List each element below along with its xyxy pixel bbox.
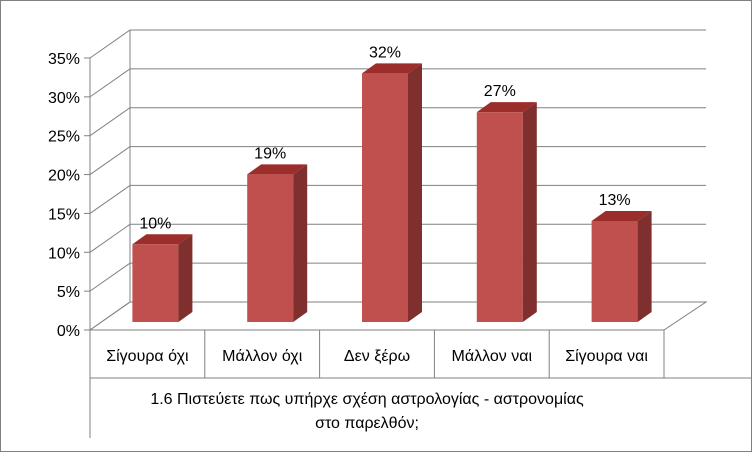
bar-side xyxy=(178,234,193,322)
data-label: 10% xyxy=(139,215,171,232)
gridline-diagonal xyxy=(89,262,131,292)
y-tick-label: 30% xyxy=(48,90,80,107)
data-label: 13% xyxy=(599,192,631,209)
gridline-diagonal xyxy=(89,223,131,253)
bar-top xyxy=(591,210,652,221)
bar xyxy=(591,220,638,322)
y-tick-label: 35% xyxy=(48,51,80,68)
y-tick-label: 5% xyxy=(57,284,80,301)
y-tick-label: 0% xyxy=(57,323,80,340)
gridline-diagonal xyxy=(89,146,131,175)
bar xyxy=(247,174,294,322)
gridline-diagonal xyxy=(89,107,131,137)
bar-side xyxy=(522,102,537,323)
bar xyxy=(132,244,179,322)
data-label: 32% xyxy=(369,44,401,61)
category-label: Σίγουρα όχι xyxy=(106,348,189,365)
bar-top xyxy=(132,234,193,245)
category-label: Μάλλον όχι xyxy=(222,348,303,365)
y-tick-label: 15% xyxy=(48,206,80,223)
bar-side xyxy=(408,63,422,323)
data-label: 19% xyxy=(254,145,286,162)
gridline-diagonal xyxy=(89,68,131,98)
category-label: Μάλλον ναι xyxy=(452,348,533,365)
x-axis-title: στο παρελθόν; xyxy=(315,415,419,432)
chart-floor xyxy=(88,301,708,331)
y-tick-label: 25% xyxy=(48,129,80,146)
category-label: Δεν ξέρω xyxy=(344,348,410,365)
data-label: 27% xyxy=(484,83,516,100)
bar-side xyxy=(293,164,308,322)
y-tick-label: 20% xyxy=(48,168,80,185)
bar-side xyxy=(637,210,652,322)
bar xyxy=(362,73,408,322)
bar-top xyxy=(476,102,537,113)
gridline-diagonal xyxy=(89,29,131,59)
y-tick-label: 10% xyxy=(48,245,80,262)
x-axis-title: 1.6 Πιστεύετε πως υπήρχε σχέση αστρολογί… xyxy=(150,391,584,408)
gridline-diagonal xyxy=(89,185,131,214)
bar-top xyxy=(362,63,422,74)
bar xyxy=(476,112,523,323)
category-label: Σίγουρα ναι xyxy=(565,348,648,365)
bar-top xyxy=(247,164,308,175)
